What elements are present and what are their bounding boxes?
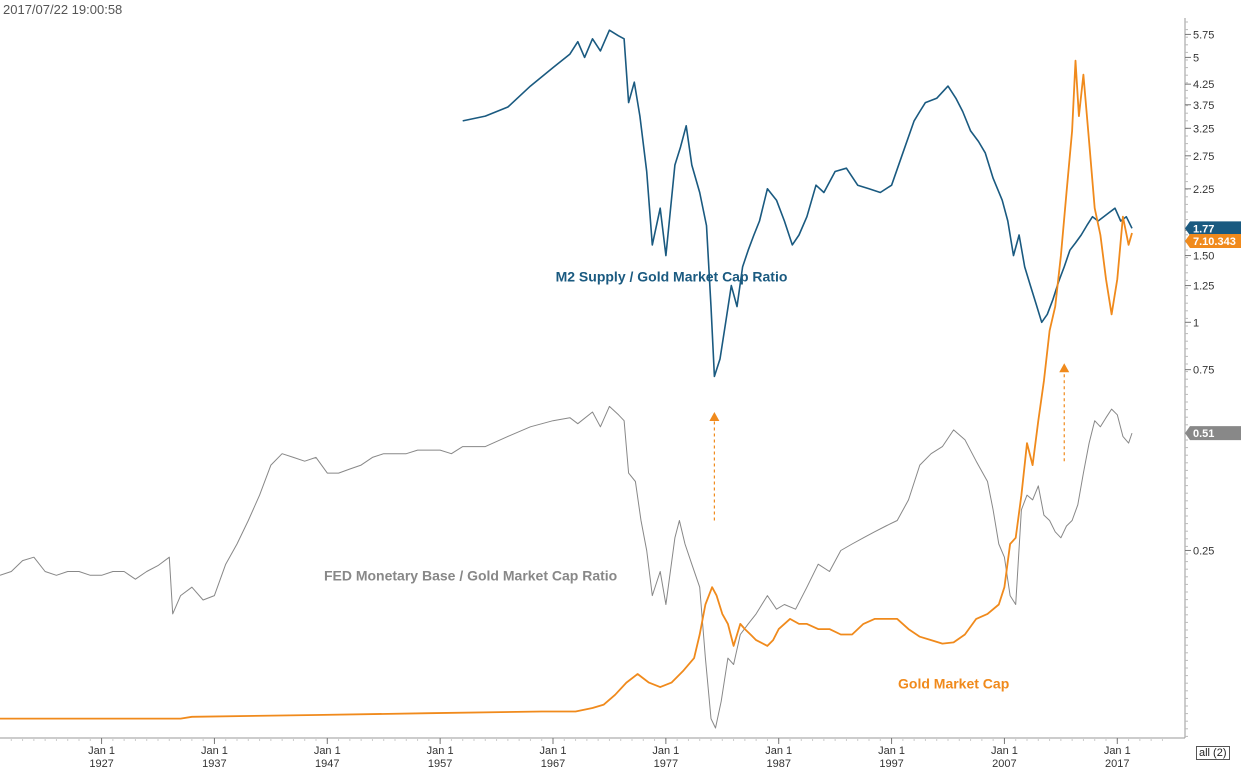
x-tick-label-month: Jan 1 [765,745,792,757]
y-tick-label: 2.25 [1193,184,1214,196]
x-tick-label-month: Jan 1 [991,745,1018,757]
x-tick-label-month: Jan 1 [201,745,228,757]
y-tick-label: 2.75 [1193,151,1214,163]
y-tick-label: 3.25 [1193,123,1214,135]
x-tick-label-year: 2017 [1105,758,1129,770]
series-layer [0,29,1133,729]
x-tick-label-year: 1947 [315,758,339,770]
last-value-labels: 1.77 0.51 7.10.343 [1185,221,1241,441]
x-tick-label-month: Jan 1 [427,745,454,757]
last-value-text: 0.51 [1193,428,1214,440]
x-tick-label-month: Jan 1 [540,745,567,757]
last-value-text: 7.10.343 [1193,236,1236,248]
x-tick-label-year: 1997 [879,758,903,770]
last-value-label: 1.77 [1185,221,1241,236]
last-value-badge [1185,426,1241,441]
x-tick-label-month: Jan 1 [1104,745,1131,757]
y-tick-label: 1.50 [1193,251,1214,263]
annotation-arrow-head [1059,363,1070,373]
axes: 5.7554.253.753.252.752.251.751.501.2510.… [0,18,1214,770]
y-tick-label: 0.75 [1193,365,1214,377]
y-tick-label: 1.25 [1193,281,1214,293]
last-value-label: 0.51 [1185,426,1241,441]
series-line-fed-monetary-base-gold-market-cap-ratio [0,405,1133,729]
annotations: M2 Supply / Gold Market Cap Ratio FED Mon… [324,269,1070,692]
x-tick-label-month: Jan 1 [88,745,115,757]
x-tick-label-year: 1967 [541,758,565,770]
y-tick-label: 5.75 [1193,29,1214,41]
annotation-arrow-head [709,411,720,421]
last-value-badge [1185,234,1241,249]
x-tick-label-year: 1937 [202,758,226,770]
y-tick-label: 0.25 [1193,545,1214,557]
series-line-m2-supply-gold-market-cap-ratio [462,29,1133,378]
x-tick-label-year: 1957 [428,758,452,770]
annotation-fed: FED Monetary Base / Gold Market Cap Rati… [324,568,617,584]
timestamp: 2017/07/22 19:00:58 [3,2,123,17]
y-tick-label: 5 [1193,52,1199,64]
range-all-button[interactable]: all (2) [1196,746,1230,760]
series-line-gold-market-cap [0,59,1133,720]
x-tick-label-year: 1927 [89,758,113,770]
y-tick-label: 3.75 [1193,100,1214,112]
last-value-text: 1.77 [1193,223,1214,235]
y-tick-label: 4.25 [1193,79,1214,91]
x-tick-label-month: Jan 1 [878,745,905,757]
last-value-badge [1185,221,1241,236]
annotation-m2: M2 Supply / Gold Market Cap Ratio [556,269,788,285]
annotation-gold: Gold Market Cap [898,676,1009,692]
x-tick-label-year: 2007 [992,758,1016,770]
last-value-label: 7.10.343 [1185,234,1241,249]
x-tick-label-month: Jan 1 [652,745,679,757]
x-tick-label-year: 1987 [766,758,790,770]
x-tick-label-month: Jan 1 [314,745,341,757]
x-tick-label-year: 1977 [654,758,678,770]
y-tick-label: 1 [1193,317,1199,329]
